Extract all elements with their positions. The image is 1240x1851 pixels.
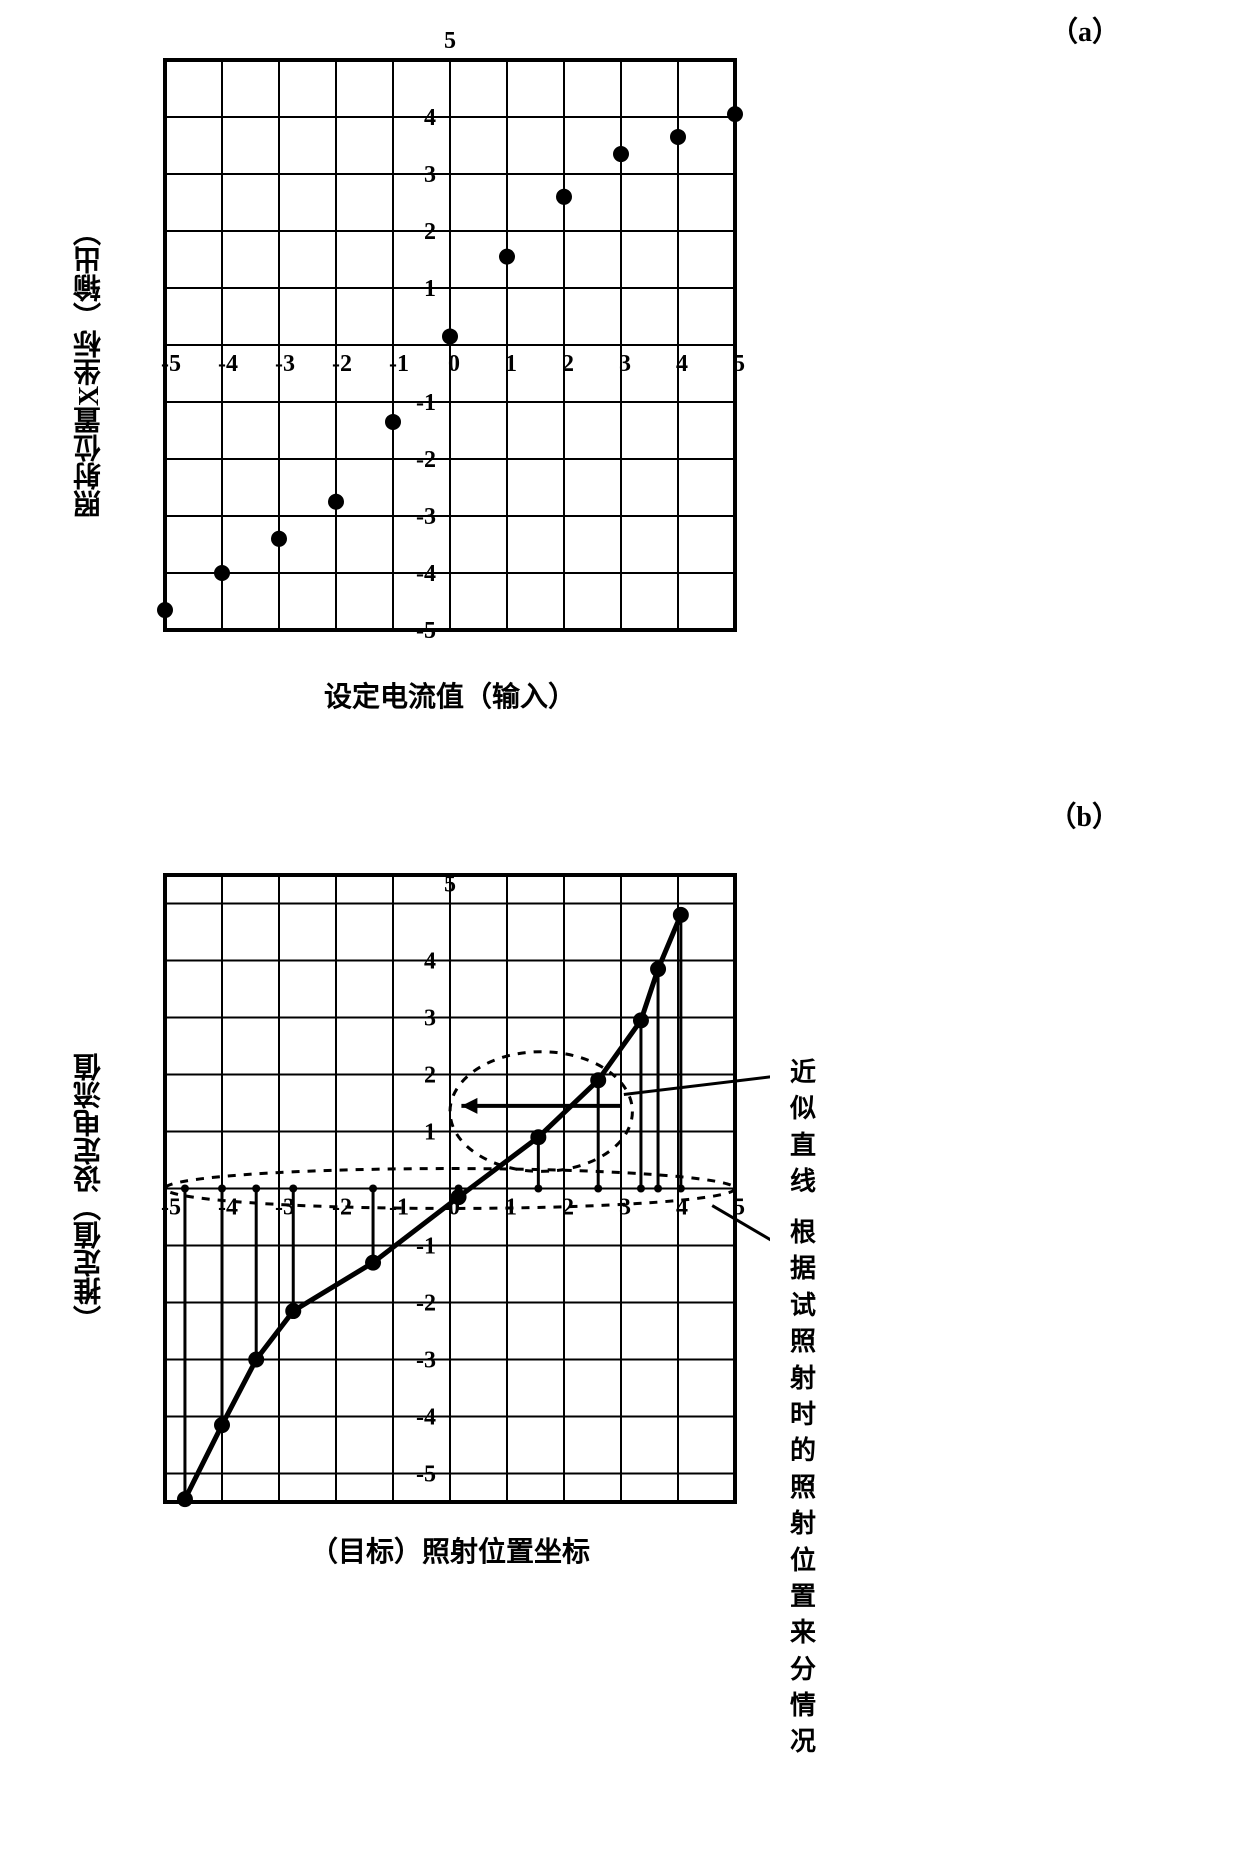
chart-a-x-label: 设定电流值（输入） [165, 675, 735, 715]
chart-b-svg: 5-5-4-3-2-1012345-5-4-3-2-11234 [150, 815, 770, 1515]
svg-text:-5: -5 [161, 1195, 181, 1221]
svg-text:3: 3 [424, 1006, 436, 1032]
panel-label-b: （b） [1048, 795, 1120, 835]
svg-text:1: 1 [505, 351, 517, 377]
svg-text:-5: -5 [416, 1462, 436, 1488]
svg-text:2: 2 [562, 351, 574, 377]
svg-text:5: 5 [444, 28, 456, 54]
svg-text:-1: -1 [416, 390, 436, 416]
chart-a-wrap: 照射位置X坐标（输出） 5-5-4-3-2-1012345-5-4-3-2-11… [150, 20, 750, 715]
callout2-line2: 照射位置来分情况 [790, 1473, 816, 1757]
chart-a-y-label: 照射位置X坐标（输出） [70, 217, 110, 517]
svg-text:5: 5 [444, 872, 456, 898]
svg-text:-5: -5 [161, 351, 181, 377]
svg-text:-4: -4 [218, 351, 238, 377]
svg-text:-1: -1 [389, 351, 409, 377]
svg-text:-4: -4 [416, 561, 436, 587]
chart-b-y-label: （推定值）设定电流值 [70, 1053, 110, 1333]
svg-text:1: 1 [424, 1120, 436, 1146]
svg-text:2: 2 [424, 219, 436, 245]
figure-b: （b） （推定值）设定电流值 5-5-4-3-2-1012345-5-4-3-2… [20, 815, 1220, 1570]
svg-text:-3: -3 [416, 1348, 436, 1374]
chart-a-svg: 5 -5 -4 -3 -2 -1 0 1 2 3 4 5 -5 -4 -3 -2 -1 1 2 3 4 [150, 20, 770, 660]
svg-text:-2: -2 [332, 351, 352, 377]
callout1-text: 近似直线 [790, 1058, 816, 1196]
svg-text:4: 4 [424, 949, 436, 975]
svg-text:5: 5 [733, 351, 745, 377]
svg-text:3: 3 [424, 162, 436, 188]
callout-case-split: 根据试照射时的 照射位置来分情况 [790, 1215, 816, 1761]
chart-b-wrap: （推定值）设定电流值 5-5-4-3-2-1012345-5-4-3-2-112… [150, 815, 750, 1570]
svg-text:4: 4 [424, 105, 436, 131]
svg-text:2: 2 [424, 1063, 436, 1089]
svg-text:-2: -2 [416, 1291, 436, 1317]
svg-text:-3: -3 [275, 351, 295, 377]
panel-label-a: （a） [1050, 10, 1120, 50]
svg-text:4: 4 [676, 351, 688, 377]
svg-text:0: 0 [448, 351, 460, 377]
svg-text:5: 5 [733, 1195, 745, 1221]
figure-a: （a） 照射位置X坐标（输出） 5-5-4-3-2-1012345-5-4-3-… [20, 20, 1220, 715]
svg-text:-1: -1 [416, 1234, 436, 1260]
callout-approx-line: 近似直线 [790, 1055, 816, 1201]
svg-text:-2: -2 [416, 447, 436, 473]
chart-b-x-label: （目标）照射位置坐标 [165, 1530, 735, 1570]
svg-text:-3: -3 [416, 504, 436, 530]
svg-text:3: 3 [619, 351, 631, 377]
svg-text:3: 3 [619, 1195, 631, 1221]
svg-text:-4: -4 [416, 1405, 436, 1431]
callout2-line1: 根据试照射时的 [790, 1218, 816, 1465]
svg-text:1: 1 [424, 276, 436, 302]
svg-text:-5: -5 [416, 618, 436, 644]
